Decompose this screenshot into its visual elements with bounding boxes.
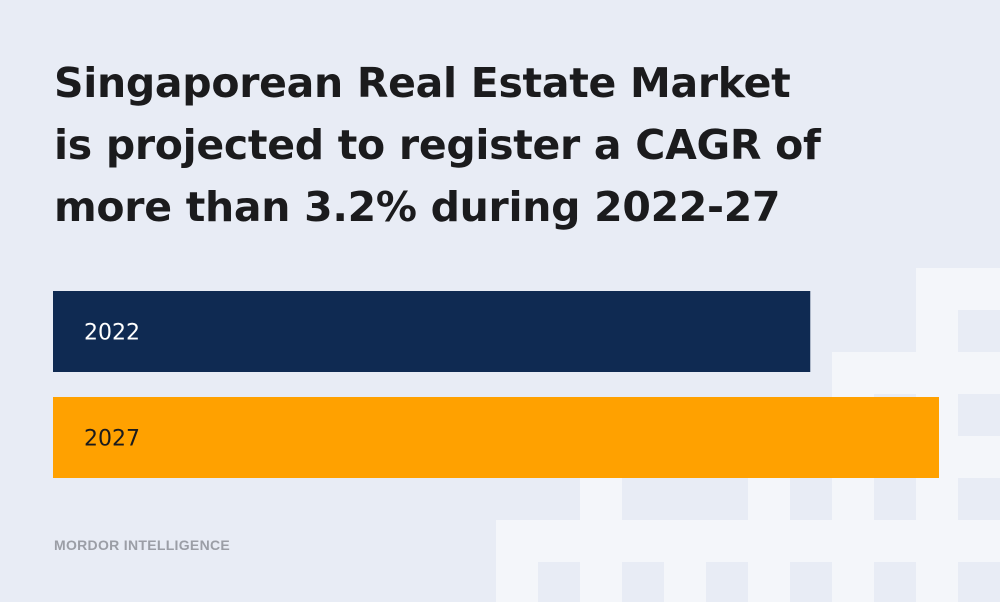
- bar-label-2027: 2027: [84, 427, 140, 452]
- bar-label-2022: 2022: [84, 321, 140, 346]
- chart-title-line-2: is projected to register a CAGR of: [54, 121, 821, 169]
- chart-title-line-3: more than 3.2% during 2022-27: [54, 183, 781, 231]
- source-label: MORDOR INTELLIGENCE: [54, 537, 231, 553]
- bar-2027: [53, 397, 939, 478]
- chart-title: Singaporean Real Estate Market is projec…: [54, 52, 954, 238]
- bar-2022: [53, 291, 811, 372]
- chart-title-line-1: Singaporean Real Estate Market: [54, 59, 791, 107]
